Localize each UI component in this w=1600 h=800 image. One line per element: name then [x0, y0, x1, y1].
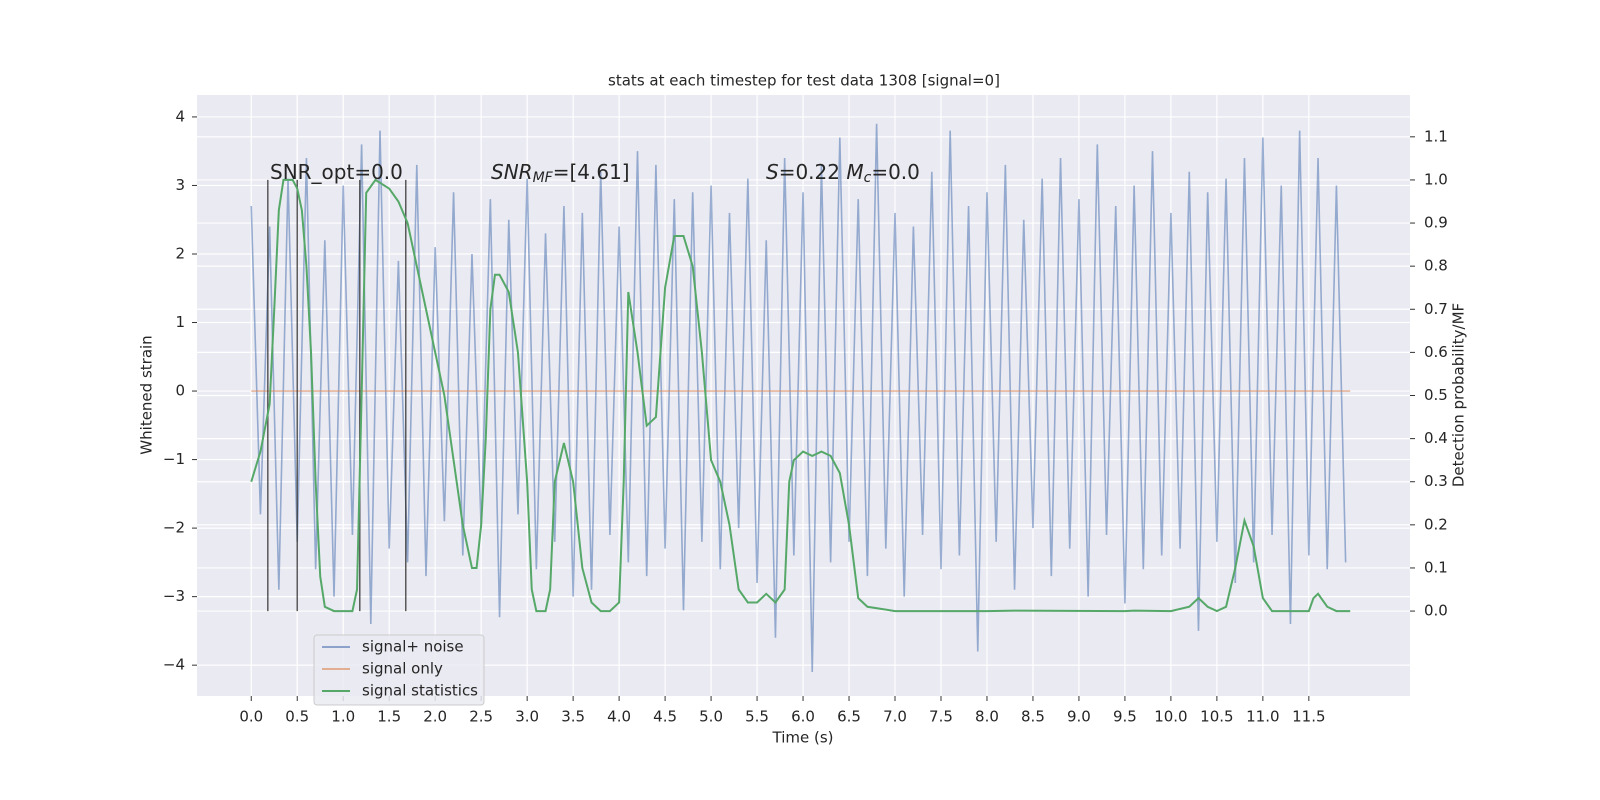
y-tick-label: −2	[163, 519, 185, 537]
x-tick-label: 0.5	[285, 708, 309, 726]
y2-tick-label: 0.0	[1424, 602, 1448, 620]
annotation-part: =0.22	[779, 160, 847, 184]
y2-tick-label: 0.6	[1424, 343, 1448, 361]
y2-tick-label: 0.3	[1424, 472, 1448, 490]
y-tick-label: −1	[163, 450, 185, 468]
x-tick-label: 1.0	[331, 708, 355, 726]
annotation-part: MF	[533, 170, 554, 186]
annotation-part: =0.0	[871, 160, 920, 184]
legend-label: signal+ noise	[362, 638, 464, 656]
annotation-part: M	[846, 160, 863, 184]
legend-box	[313, 634, 485, 706]
y-tick-label: −3	[163, 587, 185, 605]
x-tick-label: 9.0	[1067, 708, 1091, 726]
x-tick-label: 8.0	[975, 708, 999, 726]
y-tick-label: 3	[175, 176, 185, 194]
y-tick-label: 0	[175, 382, 185, 400]
x-tick-label: 3.5	[561, 708, 585, 726]
annotation: SNR_opt=0.0	[270, 160, 403, 184]
x-tick-label: 3.0	[515, 708, 539, 726]
y2-tick-label: 0.7	[1424, 300, 1448, 318]
y2-tick-label: 0.4	[1424, 429, 1448, 447]
x-tick-label: 11.0	[1246, 708, 1279, 726]
x-tick-label: 6.5	[837, 708, 861, 726]
annotation: SNRMF=[4.61]	[491, 160, 630, 187]
x-tick-label: 11.5	[1292, 708, 1325, 726]
y-axis-label: Whitened strain	[138, 335, 156, 454]
x-tick-label: 9.5	[1113, 708, 1137, 726]
y2-tick-label: 0.9	[1424, 214, 1448, 232]
legend-label: signal statistics	[362, 682, 478, 700]
x-tick-label: 0.0	[239, 708, 263, 726]
series-line	[250, 123, 1347, 673]
y2-axis-label: Detection probability/MF	[1450, 303, 1468, 487]
x-tick-label: 2.5	[469, 708, 493, 726]
annotation: S=0.22 Mc=0.0	[766, 160, 920, 187]
x-tick-label: 7.5	[929, 708, 953, 726]
x-tick-label: 10.0	[1154, 708, 1187, 726]
chart-title: stats at each timestep for test data 130…	[608, 72, 1000, 90]
y-tick-label: −4	[163, 656, 185, 674]
annotation-part: S	[766, 160, 779, 184]
series-line	[250, 178, 1351, 613]
y2-tick-label: 0.5	[1424, 386, 1448, 404]
y-tick-label: 1	[175, 313, 185, 331]
y2-tick-label: 0.8	[1424, 257, 1448, 275]
annotation-part: SNR_opt=0.0	[270, 160, 403, 184]
x-tick-label: 10.5	[1200, 708, 1233, 726]
y2-tick-label: 0.1	[1424, 558, 1448, 576]
y2-tick-label: 1.0	[1424, 170, 1448, 188]
y2-tick-label: 0.2	[1424, 515, 1448, 533]
y-tick-label: 4	[175, 107, 185, 125]
x-tick-label: 8.5	[1021, 708, 1045, 726]
y-tick-label: 2	[175, 244, 185, 262]
x-axis-label: Time (s)	[772, 729, 834, 747]
x-tick-label: 4.5	[653, 708, 677, 726]
annotation-part: c	[864, 170, 872, 186]
x-tick-label: 5.5	[745, 708, 769, 726]
x-tick-label: 4.0	[607, 708, 631, 726]
legend-label: signal only	[362, 660, 443, 678]
x-tick-label: 5.0	[699, 708, 723, 726]
x-tick-label: 1.5	[377, 708, 401, 726]
annotation-part: =[4.61]	[553, 160, 630, 184]
x-tick-label: 6.0	[791, 708, 815, 726]
x-tick-label: 7.0	[883, 708, 907, 726]
annotation-part: SNR	[491, 160, 533, 184]
y2-tick-label: 1.1	[1424, 127, 1448, 145]
x-tick-label: 2.0	[423, 708, 447, 726]
